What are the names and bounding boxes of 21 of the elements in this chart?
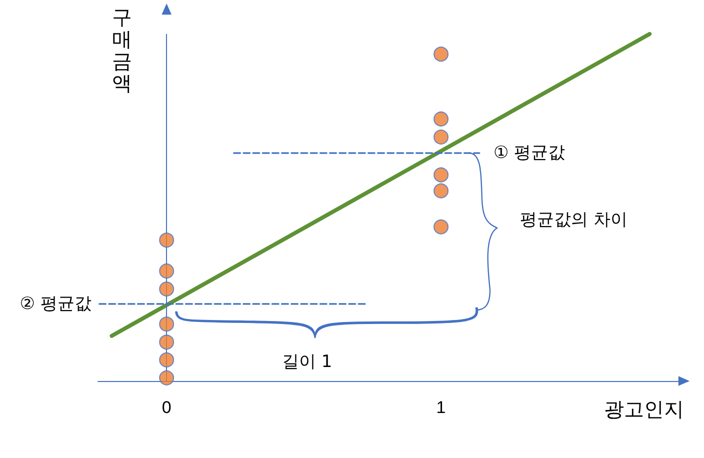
point bbox=[159, 232, 174, 248]
point bbox=[434, 219, 449, 234]
series-label: ② 평균값 bbox=[20, 294, 92, 314]
point bbox=[159, 282, 174, 297]
point bbox=[434, 112, 449, 127]
point bbox=[159, 334, 174, 350]
x-tick-label: 0 bbox=[162, 398, 172, 417]
point bbox=[159, 370, 174, 386]
annotation: 길이 1 bbox=[282, 351, 332, 373]
x-tick-label: 1 bbox=[436, 398, 446, 417]
x-axis-title: 광고인지 bbox=[604, 396, 684, 423]
point bbox=[434, 130, 449, 145]
annotation: 평균값의 차이 bbox=[520, 209, 628, 231]
point bbox=[434, 46, 449, 62]
point bbox=[434, 167, 449, 182]
point bbox=[159, 264, 174, 278]
y-axis-title: 구매금액 bbox=[112, 5, 132, 95]
point bbox=[159, 316, 174, 332]
point bbox=[159, 352, 174, 368]
point bbox=[434, 183, 449, 198]
series-label: ① 평균값 bbox=[493, 143, 566, 164]
